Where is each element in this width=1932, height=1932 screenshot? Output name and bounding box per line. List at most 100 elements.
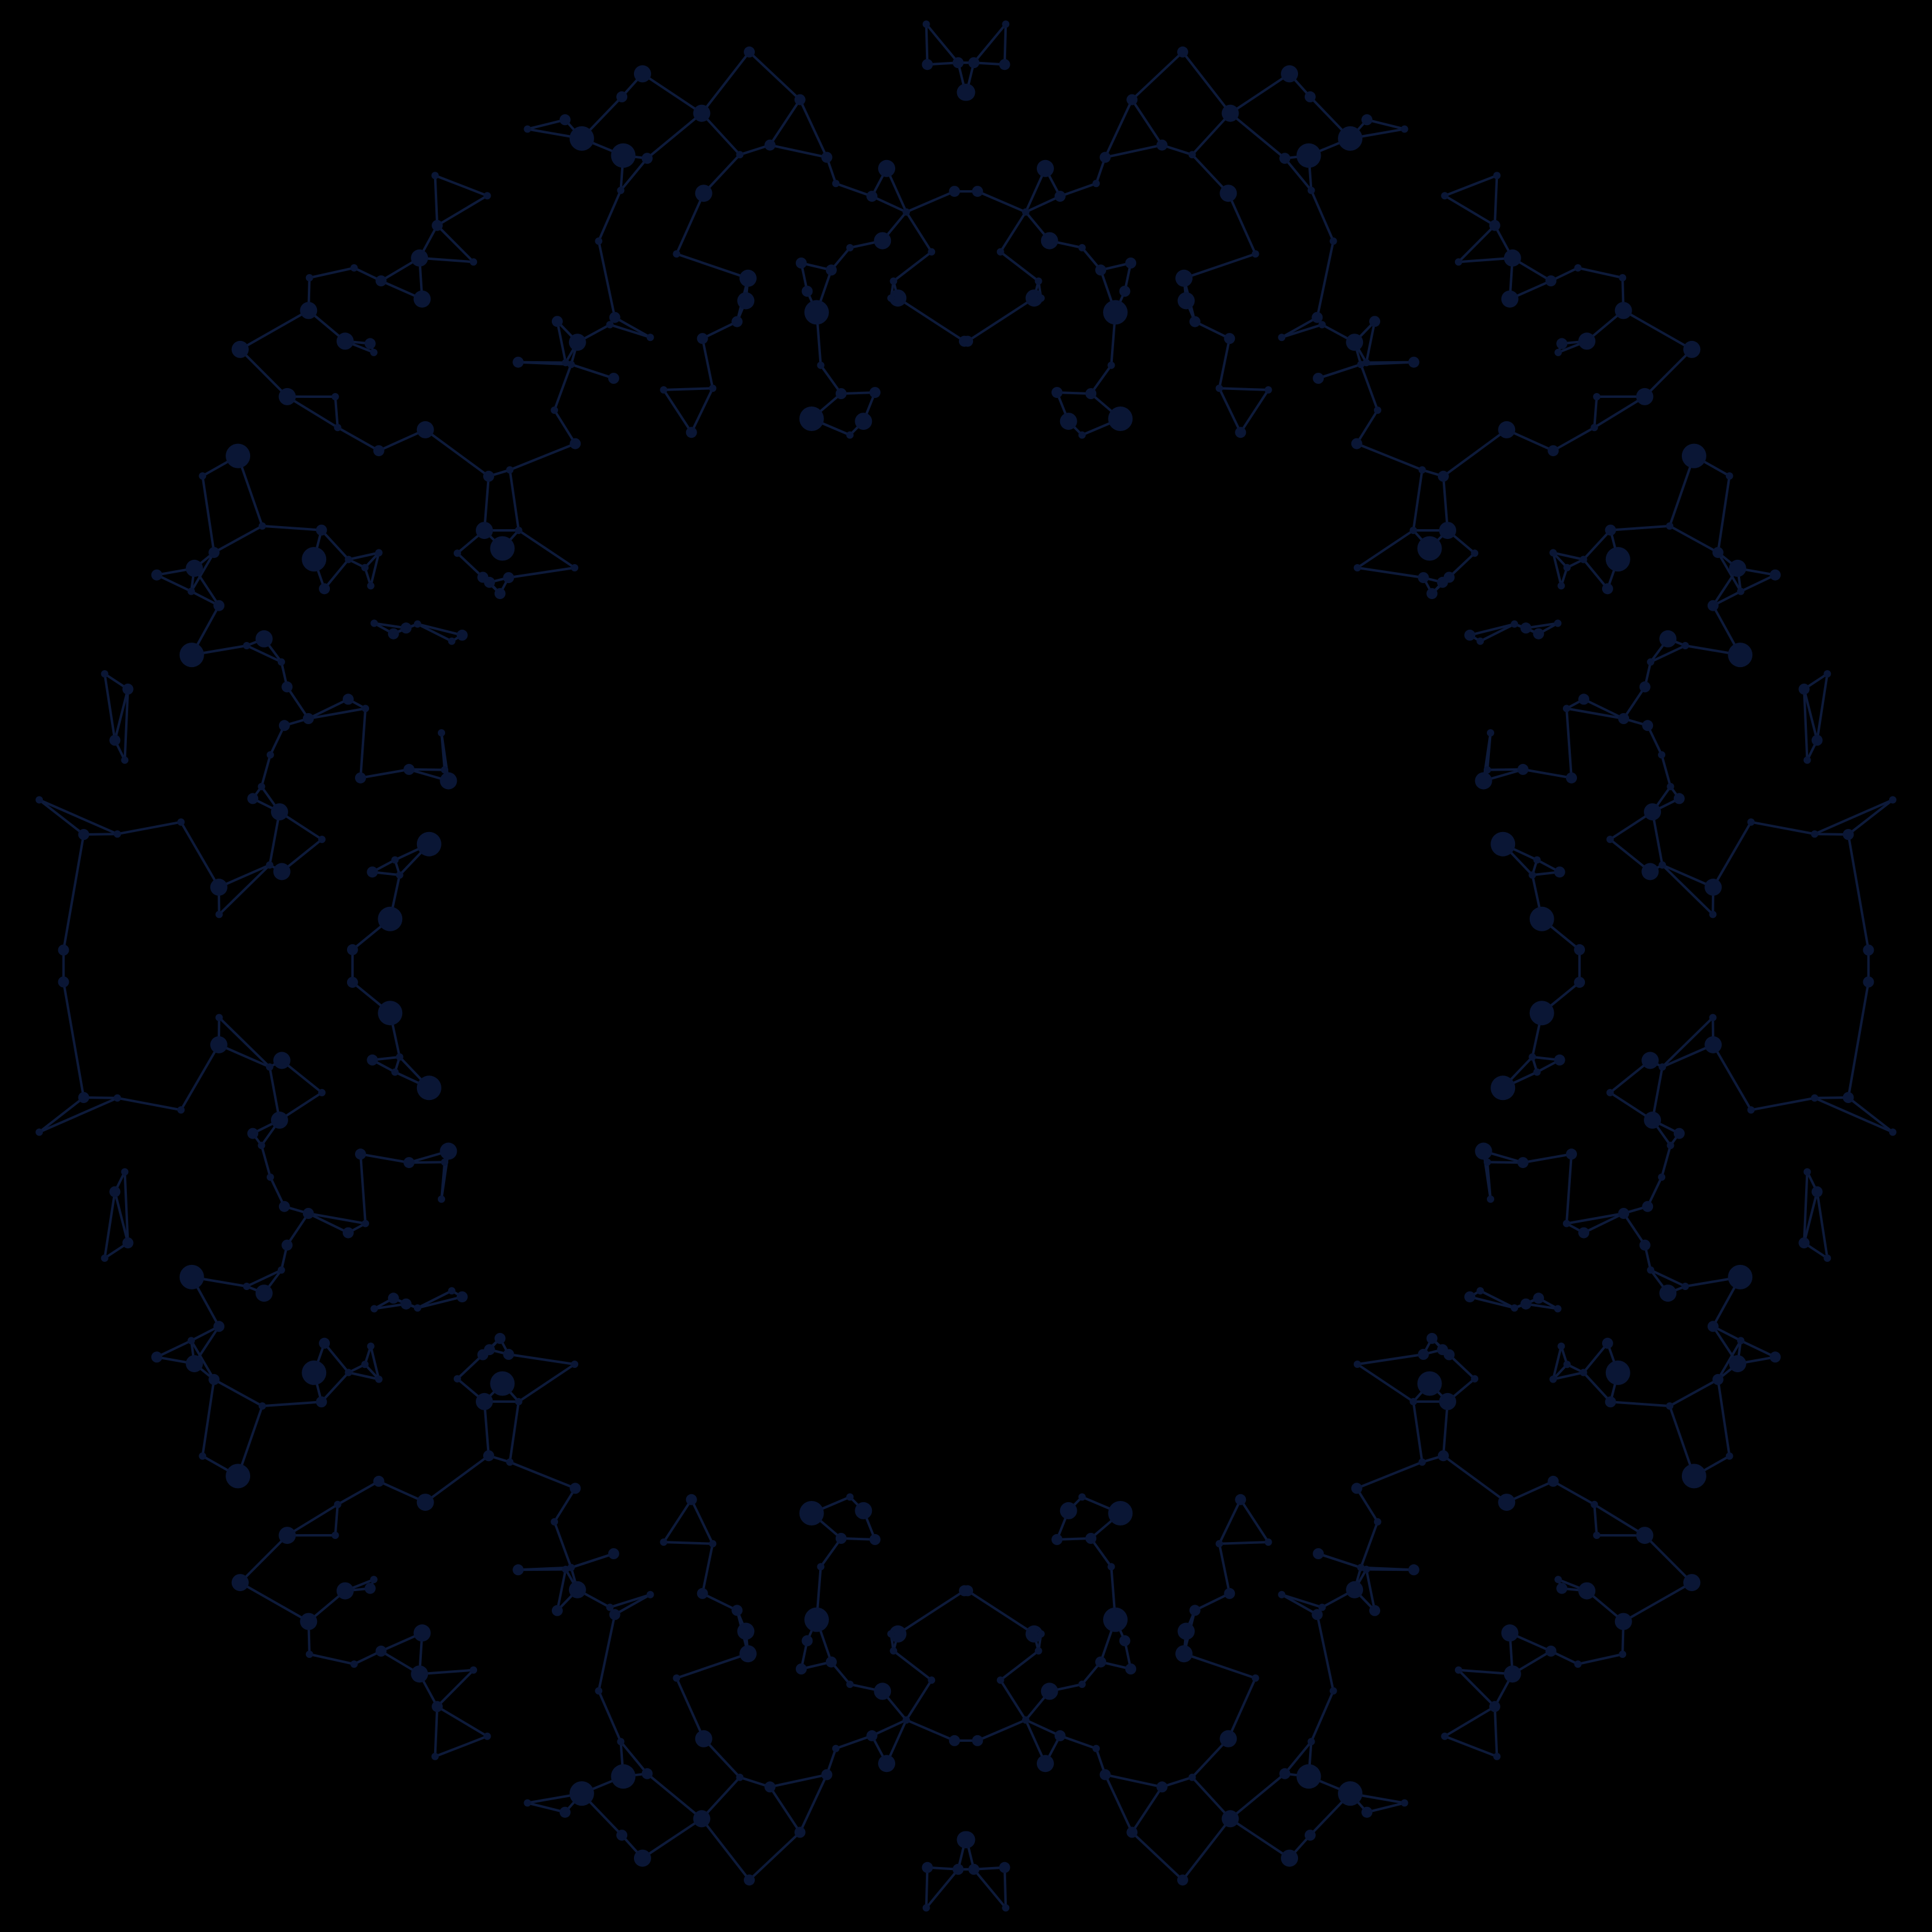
network-node: [448, 637, 456, 645]
network-node: [278, 1201, 290, 1212]
network-node: [403, 763, 415, 775]
network-node: [1408, 356, 1419, 368]
network-node: [345, 556, 353, 563]
network-edge: [1650, 644, 1686, 663]
network-node: [1279, 153, 1291, 164]
network-edge: [1356, 529, 1415, 569]
network-node: [1085, 1533, 1097, 1544]
network-node: [226, 1464, 251, 1489]
network-node: [1636, 388, 1654, 405]
network-edge: [456, 552, 484, 578]
network-node: [928, 1676, 936, 1684]
network-node: [1673, 1128, 1685, 1139]
network-node: [1410, 527, 1418, 534]
network-node: [1642, 720, 1654, 731]
network-node: [494, 1332, 506, 1344]
network-edge: [1565, 708, 1573, 778]
network-node: [673, 250, 681, 258]
network-edge: [1105, 1773, 1163, 1789]
network-node: [346, 944, 358, 955]
network-edge: [1366, 118, 1405, 131]
network-node: [1491, 831, 1516, 857]
network-node: [265, 1063, 273, 1071]
network-edge: [308, 1212, 349, 1234]
network-edge: [619, 1741, 649, 1775]
network-edge: [1803, 1172, 1809, 1243]
network-edge: [1239, 1499, 1270, 1543]
network-edge: [1578, 266, 1623, 279]
network-node: [1602, 1337, 1613, 1349]
network-edge: [409, 1161, 445, 1164]
network-node: [928, 248, 936, 256]
network-edge: [798, 99, 828, 158]
network-edge: [1104, 1774, 1134, 1833]
network-node: [1119, 1635, 1131, 1646]
network-node: [370, 619, 378, 627]
network-node: [122, 683, 134, 695]
network-node: [1439, 1392, 1456, 1410]
network-node: [300, 1613, 318, 1630]
network-edge: [1090, 1537, 1113, 1568]
network-edge: [308, 698, 349, 720]
network-node: [972, 1735, 983, 1746]
network-node: [551, 316, 563, 327]
network-node: [1681, 1464, 1706, 1489]
network-edge: [239, 1534, 288, 1584]
network-edge: [1090, 364, 1113, 395]
network-node: [151, 569, 162, 581]
network-edge: [967, 297, 1035, 343]
network-node: [373, 445, 384, 457]
network-node: [1549, 1375, 1557, 1383]
network-edge: [1847, 1096, 1894, 1134]
network-edge: [1803, 689, 1819, 741]
network-node: [187, 1337, 195, 1345]
network-node: [1563, 563, 1571, 571]
network-edge: [286, 395, 338, 429]
network-node: [1705, 1036, 1722, 1053]
network-node: [375, 549, 383, 557]
network-node: [1493, 1752, 1501, 1760]
network-node: [1215, 384, 1223, 392]
network-node: [1533, 628, 1544, 640]
network-edge: [1219, 387, 1269, 391]
network-edge: [1847, 798, 1894, 836]
network-node: [1707, 600, 1719, 611]
network-edge: [1847, 834, 1870, 950]
network-node: [744, 46, 755, 58]
network-edge: [508, 470, 520, 531]
network-node: [1175, 269, 1193, 287]
network-node: [1503, 1665, 1521, 1683]
network-node: [416, 831, 441, 857]
network-node: [367, 1342, 375, 1350]
network-node: [1636, 1527, 1654, 1544]
network-node: [1426, 1332, 1438, 1344]
network-node: [438, 729, 445, 737]
network-edge: [1448, 552, 1476, 578]
network-node: [1709, 1014, 1717, 1021]
network-node: [1251, 1674, 1259, 1682]
network-node: [1078, 244, 1086, 251]
network-node: [1369, 316, 1381, 327]
network-edge: [348, 551, 380, 561]
network-node: [506, 466, 514, 474]
network-node: [1361, 114, 1373, 126]
network-node: [1353, 564, 1361, 571]
network-edge: [1480, 623, 1515, 643]
network-node: [456, 1291, 468, 1303]
network-edge: [614, 1594, 651, 1616]
network-node: [1025, 289, 1043, 307]
network-edge: [1816, 1191, 1829, 1259]
network-node: [1054, 1730, 1066, 1741]
network-node: [370, 1576, 378, 1584]
network-edge: [1487, 1161, 1523, 1164]
network-edge: [1444, 194, 1495, 227]
network-node: [513, 356, 524, 368]
network-edge: [323, 1342, 349, 1373]
network-node: [1533, 1068, 1541, 1076]
network-edge: [906, 190, 955, 213]
network-node: [922, 20, 930, 28]
network-edge: [320, 529, 349, 560]
network-edge: [286, 686, 310, 720]
network-node: [958, 335, 970, 347]
network-node: [258, 1402, 266, 1410]
